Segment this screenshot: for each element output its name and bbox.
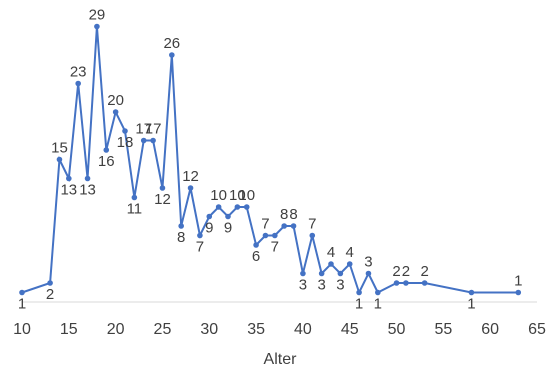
point bbox=[131, 194, 138, 201]
point bbox=[140, 137, 147, 144]
data-label: 12 bbox=[154, 191, 171, 208]
data-label: 7 bbox=[261, 215, 269, 232]
point bbox=[393, 280, 400, 286]
data-label: 6 bbox=[252, 248, 260, 265]
data-label: 4 bbox=[346, 244, 354, 261]
x-tick-label: 15 bbox=[60, 321, 78, 338]
point bbox=[19, 289, 25, 296]
point bbox=[234, 204, 241, 210]
point bbox=[468, 289, 475, 296]
point bbox=[300, 270, 306, 277]
data-label: 7 bbox=[308, 215, 316, 232]
data-label: 23 bbox=[70, 63, 87, 80]
point bbox=[159, 185, 166, 191]
data-label: 9 bbox=[205, 219, 213, 236]
data-label: 2 bbox=[392, 263, 400, 280]
point bbox=[346, 261, 353, 267]
data-label: 29 bbox=[89, 6, 106, 23]
data-label: 2 bbox=[420, 263, 428, 280]
data-label: 12 bbox=[182, 168, 199, 185]
x-axis-label: Alter bbox=[264, 351, 298, 368]
point bbox=[272, 232, 278, 239]
data-label: 17 bbox=[145, 120, 162, 137]
x-tick-label: 65 bbox=[528, 321, 546, 338]
point bbox=[262, 232, 269, 239]
data-label: 3 bbox=[336, 276, 344, 293]
data-label: 15 bbox=[51, 139, 68, 156]
point bbox=[47, 280, 53, 286]
data-label: 10 bbox=[229, 187, 246, 204]
data-label: 4 bbox=[327, 244, 335, 261]
line bbox=[21, 26, 519, 296]
point bbox=[122, 128, 128, 134]
point bbox=[375, 289, 381, 296]
point bbox=[318, 270, 325, 277]
data-label: 7 bbox=[271, 238, 279, 255]
data-label: 8 bbox=[280, 206, 288, 223]
point bbox=[215, 204, 222, 210]
data-label: 7 bbox=[196, 238, 204, 255]
data-label: 3 bbox=[299, 276, 307, 293]
x-tick-label: 10 bbox=[13, 321, 31, 338]
point bbox=[356, 289, 362, 296]
x-tick-label: 20 bbox=[107, 321, 125, 338]
data-label: 1 bbox=[374, 295, 382, 312]
point bbox=[328, 261, 334, 267]
point bbox=[225, 213, 231, 220]
data-label: 17 bbox=[135, 120, 152, 137]
point bbox=[75, 80, 81, 87]
data-label: 1 bbox=[514, 272, 522, 289]
data-label: 3 bbox=[364, 253, 372, 270]
point bbox=[197, 232, 203, 239]
data-label: 18 bbox=[117, 134, 134, 151]
point bbox=[84, 175, 91, 182]
x-tick-label: 25 bbox=[154, 321, 172, 338]
point bbox=[421, 280, 428, 286]
x-tick-label: 35 bbox=[247, 321, 265, 338]
point bbox=[365, 270, 372, 277]
data-label: 2 bbox=[46, 286, 54, 303]
point bbox=[515, 289, 522, 296]
data-label: 1 bbox=[355, 295, 363, 312]
data-label: 8 bbox=[177, 229, 185, 246]
point bbox=[94, 23, 100, 30]
point bbox=[281, 223, 287, 229]
data-label: 9 bbox=[224, 219, 232, 236]
data-label: 2 bbox=[402, 263, 410, 280]
point bbox=[253, 242, 259, 248]
x-tick-label: 40 bbox=[294, 321, 312, 338]
point bbox=[309, 232, 316, 239]
point bbox=[150, 137, 156, 144]
point bbox=[206, 213, 213, 220]
data-label: 10 bbox=[238, 187, 255, 204]
data-label: 3 bbox=[317, 276, 325, 293]
point bbox=[243, 204, 250, 210]
x-tick-label: 60 bbox=[481, 321, 499, 338]
x-tick-label: 45 bbox=[341, 321, 359, 338]
point bbox=[66, 175, 72, 182]
point bbox=[56, 156, 63, 163]
data-label: 20 bbox=[107, 92, 124, 109]
x-tick-label: 50 bbox=[388, 321, 406, 338]
data-label: 16 bbox=[98, 153, 115, 170]
point bbox=[403, 280, 409, 286]
x-tick-label: 30 bbox=[200, 321, 218, 338]
data-label: 11 bbox=[127, 200, 143, 217]
data-label: 13 bbox=[79, 181, 96, 198]
point bbox=[178, 223, 184, 229]
point bbox=[103, 147, 110, 153]
data-label: 8 bbox=[289, 206, 297, 223]
data-label: 1 bbox=[18, 295, 26, 312]
x-tick-label: 55 bbox=[434, 321, 452, 338]
point bbox=[187, 185, 194, 191]
data-label: 26 bbox=[163, 35, 180, 52]
data-label: 13 bbox=[60, 181, 77, 198]
data-label: 1 bbox=[467, 295, 475, 312]
point bbox=[290, 223, 297, 229]
point bbox=[337, 270, 344, 277]
data-label: 10 bbox=[210, 187, 227, 204]
point bbox=[169, 52, 175, 58]
point bbox=[112, 109, 119, 115]
